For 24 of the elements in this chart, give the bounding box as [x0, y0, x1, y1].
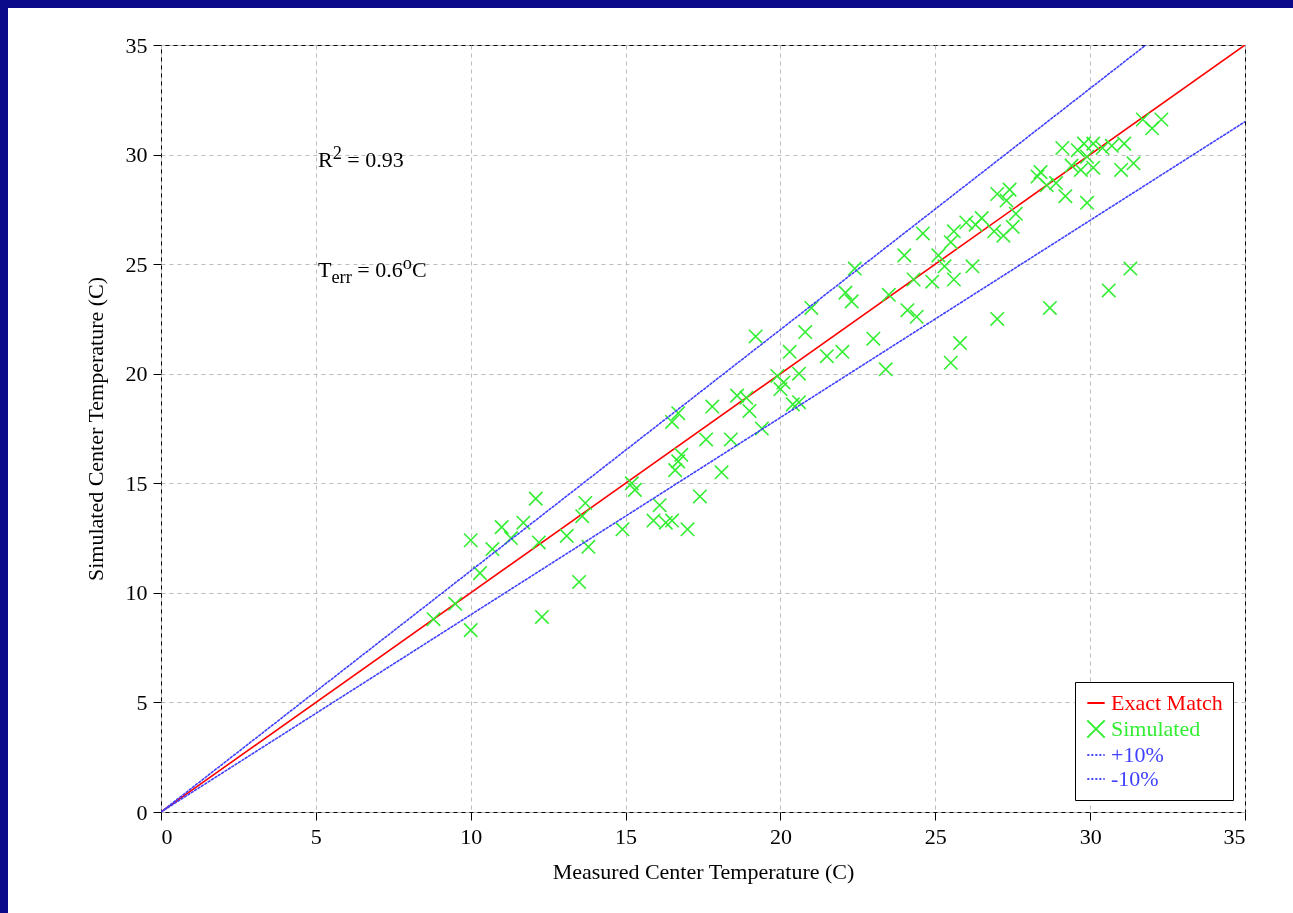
y-tick-label: 30: [125, 142, 148, 168]
legend-label: Exact Match: [1111, 690, 1223, 715]
x-tick-label: 0: [161, 823, 173, 849]
legend-label: -10%: [1111, 766, 1159, 791]
x-axis-title: Measured Center Temperature (C): [552, 858, 855, 884]
x-tick-label: 5: [310, 823, 322, 849]
annotation: R$^{2}$ = 0.93: [318, 143, 404, 174]
y-tick-label: 5: [136, 689, 148, 715]
legend-label: Simulated: [1111, 716, 1201, 741]
y-axis-title: Simulated Center Temperature (C): [82, 276, 108, 582]
y-tick-label: 35: [125, 32, 148, 58]
y-tick-label: 25: [125, 251, 148, 277]
x-tick-label: 20: [769, 823, 792, 849]
annotation: T$_{err}$ = 0.6$^{o}$C: [318, 253, 427, 288]
y-tick-label: 20: [125, 361, 148, 387]
x-tick-label: 10: [460, 823, 483, 849]
x-tick-label: 30: [1079, 823, 1102, 849]
x-tick-label: 15: [615, 823, 638, 849]
y-tick-label: 10: [125, 580, 148, 606]
y-tick-label: 15: [125, 470, 148, 496]
x-tick-label: 25: [924, 823, 947, 849]
legend-label: +10%: [1111, 742, 1164, 767]
y-tick-label: 0: [136, 799, 148, 825]
x-tick-label: 35: [1223, 823, 1246, 849]
